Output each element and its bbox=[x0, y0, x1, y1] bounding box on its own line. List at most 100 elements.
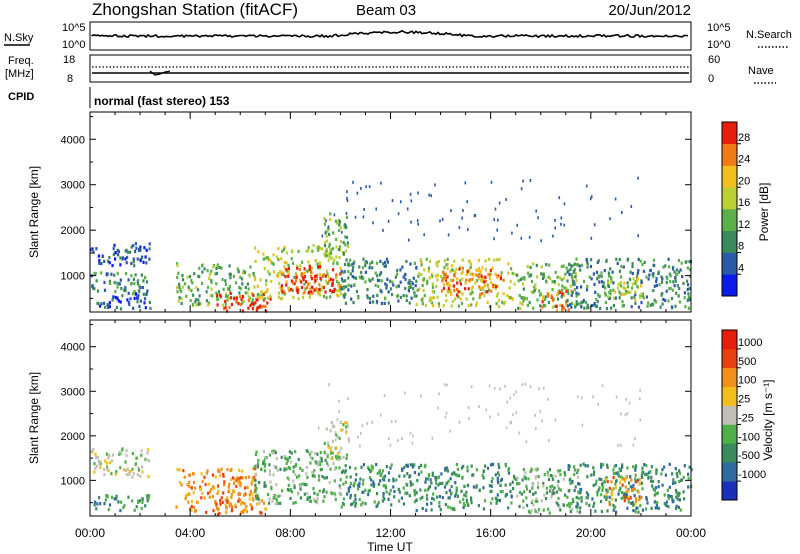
range-gate-cell bbox=[468, 278, 471, 282]
power-colorbar-label: Power [dB] bbox=[757, 183, 771, 242]
range-gate-cell bbox=[382, 475, 385, 479]
range-gate-cell bbox=[457, 474, 461, 478]
range-gate-cell bbox=[486, 466, 490, 470]
range-gate-cell bbox=[382, 228, 384, 232]
range-gate-cell bbox=[631, 262, 634, 266]
range-gate-cell bbox=[113, 497, 116, 501]
range-gate-cell bbox=[358, 275, 361, 279]
range-gate-cell bbox=[336, 221, 339, 225]
range-gate-cell bbox=[459, 290, 462, 294]
range-gate-cell bbox=[539, 304, 542, 308]
range-gate-cell bbox=[667, 257, 670, 261]
range-gate-cell bbox=[431, 436, 434, 440]
range-gate-cell bbox=[103, 473, 106, 477]
range-gate-cell bbox=[487, 288, 490, 292]
range-gate-cell bbox=[136, 282, 140, 286]
range-gate-cell bbox=[217, 489, 220, 493]
range-gate-cell bbox=[603, 269, 606, 273]
y-tick-label: 4000 bbox=[61, 342, 85, 354]
range-gate-cell bbox=[533, 285, 536, 289]
colorbar-tick-label: 20 bbox=[738, 175, 750, 187]
range-gate-cell bbox=[326, 254, 329, 258]
range-gate-cell bbox=[574, 469, 578, 473]
range-gate-cell bbox=[330, 492, 334, 496]
range-gate-cell bbox=[461, 475, 464, 479]
range-gate-cell bbox=[299, 484, 302, 488]
range-gate-cell bbox=[300, 274, 303, 278]
x-tick-label: 00:00 bbox=[676, 526, 706, 540]
range-gate-cell bbox=[540, 265, 543, 269]
range-gate-cell bbox=[316, 499, 319, 503]
freq-right-top-tick: 60 bbox=[708, 54, 720, 66]
range-gate-cell bbox=[590, 258, 593, 262]
range-gate-cell bbox=[281, 290, 284, 294]
range-gate-cell bbox=[542, 481, 545, 486]
range-gate-cell bbox=[469, 262, 472, 266]
range-gate-cell bbox=[201, 270, 204, 274]
range-gate-cell bbox=[264, 304, 267, 309]
range-gate-cell bbox=[219, 293, 222, 297]
range-gate-cell bbox=[237, 270, 240, 274]
colorbar-segment bbox=[722, 122, 737, 145]
range-gate-cell bbox=[632, 483, 635, 488]
range-gate-cell bbox=[630, 478, 633, 482]
range-gate-cell bbox=[398, 499, 401, 503]
range-gate-cell bbox=[687, 292, 690, 296]
range-gate-cell bbox=[653, 488, 656, 493]
range-gate-cell bbox=[634, 301, 637, 305]
range-gate-cell bbox=[465, 490, 468, 494]
range-gate-cell bbox=[325, 427, 328, 431]
range-gate-cell bbox=[288, 450, 291, 454]
range-gate-cell bbox=[545, 491, 549, 495]
range-gate-cell bbox=[655, 492, 658, 496]
range-gate-cell bbox=[673, 284, 676, 288]
range-gate-cell bbox=[647, 301, 650, 305]
range-gate-cell bbox=[559, 488, 562, 492]
range-gate-cell bbox=[504, 494, 507, 498]
range-gate-cell bbox=[254, 301, 257, 305]
range-gate-cell bbox=[221, 500, 224, 504]
range-gate-cell bbox=[400, 200, 402, 204]
range-gate-cell bbox=[297, 288, 300, 292]
range-gate-cell bbox=[244, 508, 247, 512]
range-gate-cell bbox=[176, 290, 179, 294]
range-gate-cell bbox=[655, 503, 658, 507]
range-gate-cell bbox=[292, 479, 295, 483]
range-gate-cell bbox=[134, 273, 137, 277]
range-gate-cell bbox=[370, 464, 373, 468]
range-gate-cell bbox=[192, 491, 195, 495]
range-gate-cell bbox=[677, 505, 681, 509]
range-gate-cell bbox=[354, 466, 357, 471]
range-gate-cell bbox=[308, 265, 311, 269]
range-gate-cell bbox=[619, 486, 622, 490]
range-gate-cell bbox=[308, 452, 311, 456]
range-gate-cell bbox=[649, 303, 652, 307]
range-gate-cell bbox=[427, 269, 430, 273]
range-gate-cell bbox=[384, 297, 387, 301]
range-gate-cell bbox=[420, 261, 423, 265]
range-gate-cell bbox=[626, 281, 629, 285]
range-gate-cell bbox=[551, 477, 554, 481]
range-gate-cell bbox=[279, 501, 282, 505]
range-gate-cell bbox=[637, 234, 639, 238]
range-gate-cell bbox=[419, 258, 422, 262]
range-gate-cell bbox=[111, 263, 114, 268]
range-gate-cell bbox=[238, 492, 241, 496]
freq-unit: [MHz] bbox=[5, 68, 34, 80]
range-gate-cell bbox=[361, 424, 364, 428]
colorbar-frame bbox=[721, 329, 738, 501]
range-gate-cell bbox=[549, 473, 552, 478]
range-gate-cell bbox=[567, 288, 570, 292]
range-gate-cell bbox=[583, 306, 586, 310]
range-gate-cell bbox=[329, 218, 332, 222]
range-gate-cell bbox=[572, 275, 575, 279]
range-gate-cell bbox=[530, 273, 533, 277]
range-gate-cell bbox=[661, 483, 664, 487]
colorbar-tick-label: 8 bbox=[738, 241, 744, 253]
range-gate-cell bbox=[410, 199, 413, 203]
range-gate-cell bbox=[605, 259, 608, 263]
colorbar-segment bbox=[722, 143, 737, 166]
range-gate-cell bbox=[177, 271, 180, 275]
x-tick-label: 04:00 bbox=[175, 526, 205, 540]
range-gate-cell bbox=[215, 266, 218, 270]
